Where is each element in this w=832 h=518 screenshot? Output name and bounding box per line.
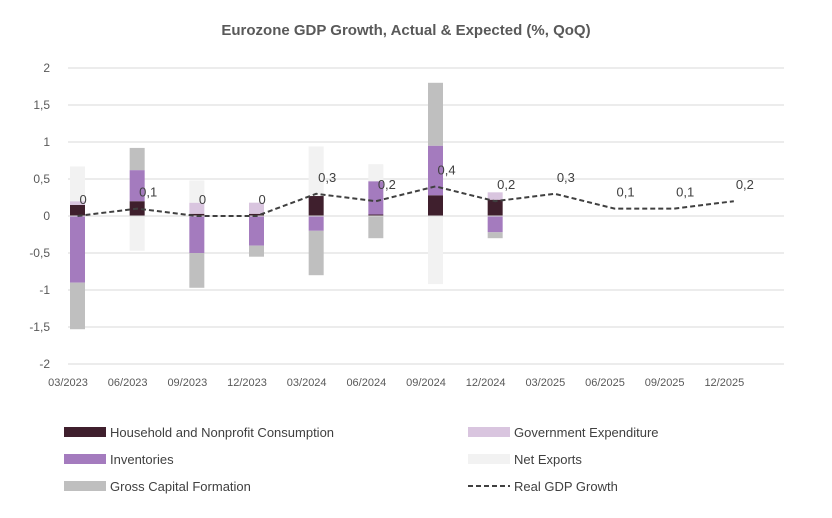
x-axis-ticks: 03/2023 06/2023 09/2023 12/2023 03/2024 06/20…: [48, 377, 744, 389]
y-tick-label: 1,5: [33, 98, 50, 112]
bars: [70, 82, 503, 330]
legend-swatch: [468, 454, 510, 464]
data-label: 0,1: [676, 185, 694, 200]
bar-segment: [308, 216, 324, 231]
x-tick-label: 09/2024: [406, 377, 446, 389]
bar-segment: [368, 214, 384, 216]
bar-segment: [487, 216, 503, 233]
x-tick-label: 06/2025: [585, 377, 625, 389]
bar-segment: [368, 181, 384, 215]
bar-segment: [428, 195, 443, 216]
data-labels: 0 0,1 0 0 0,3 0,2 0,4 0,2 0,3 0,1 0,1 0,2: [80, 162, 754, 207]
bar-segment: [129, 147, 145, 171]
bar-segment: [189, 180, 205, 203]
legend-label: Gross Capital Formation: [110, 479, 251, 494]
gdp-growth-line: [77, 185, 734, 217]
bar-segment: [368, 164, 384, 182]
bar-segment: [487, 232, 503, 239]
y-tick-label: 2: [43, 61, 50, 75]
bar-segment: [308, 146, 324, 197]
data-label: 0: [80, 192, 87, 207]
x-tick-label: 12/2025: [704, 377, 744, 389]
x-tick-label: 12/2023: [227, 377, 267, 389]
bar-segment: [487, 199, 503, 216]
bar-segment: [249, 213, 264, 216]
legend-label: Inventories: [110, 452, 174, 467]
chart-title: Eurozone GDP Growth, Actual & Expected (…: [221, 22, 591, 39]
data-label: 0,3: [318, 170, 336, 185]
bar-segment: [249, 245, 264, 257]
bar-segment: [308, 196, 324, 216]
data-label: 0,2: [736, 177, 754, 192]
y-tick-label: -0,5: [29, 246, 50, 260]
bar-segment: [308, 230, 324, 276]
x-tick-label: 09/2023: [167, 377, 207, 389]
legend-label: Real GDP Growth: [514, 479, 618, 494]
data-label: 0,2: [378, 177, 396, 192]
bar-segment: [249, 216, 264, 246]
y-tick-label: -2: [39, 357, 50, 371]
bar-segment: [249, 202, 264, 214]
bar-segment: [189, 202, 205, 214]
data-label: 0,4: [438, 162, 456, 177]
bar-segment: [487, 192, 503, 200]
data-label: 0,3: [557, 170, 575, 185]
x-tick-label: 03/2025: [525, 377, 565, 389]
bar-segment: [70, 201, 85, 205]
bar-segment: [428, 145, 443, 196]
bar-segment: [189, 216, 205, 253]
legend-swatch: [64, 481, 106, 491]
bar-segment: [129, 170, 145, 202]
bar-segment: [368, 216, 384, 239]
legend-swatch: [468, 427, 510, 437]
x-tick-label: 03/2023: [48, 377, 88, 389]
y-axis-ticks: 2 1,5 1 0,5 0 -0,5 -1 -1,5 -2: [29, 61, 50, 371]
legend-label: Government Expenditure: [514, 425, 659, 440]
bar-segment: [129, 216, 145, 251]
data-label: 0,1: [139, 185, 157, 200]
bar-segment: [189, 253, 205, 288]
data-label: 0: [199, 192, 206, 207]
bar-segment: [428, 82, 443, 146]
gridlines: [68, 67, 784, 365]
y-tick-label: -1: [39, 283, 50, 297]
data-label: 0: [259, 192, 266, 207]
data-label: 0,1: [617, 185, 635, 200]
y-tick-label: -1,5: [29, 320, 50, 334]
bar-segment: [70, 282, 85, 330]
y-tick-label: 0: [43, 209, 50, 223]
x-tick-label: 06/2023: [108, 377, 148, 389]
bar-segment: [189, 213, 205, 216]
legend-label: Net Exports: [514, 452, 582, 467]
legend-swatch: [64, 427, 106, 437]
y-tick-label: 1: [43, 135, 50, 149]
bar-segment: [428, 216, 443, 285]
x-tick-label: 09/2025: [645, 377, 685, 389]
bar-segment: [70, 204, 85, 216]
legend-swatch: [64, 454, 106, 464]
data-label: 0,2: [497, 177, 515, 192]
x-tick-label: 03/2024: [287, 377, 327, 389]
x-tick-label: 06/2024: [346, 377, 386, 389]
bar-segment: [70, 216, 85, 283]
gdp-line: [77, 185, 734, 217]
y-tick-label: 0,5: [33, 172, 50, 186]
legend: Household and Nonprofit Consumption Gover…: [64, 425, 659, 494]
x-tick-label: 12/2024: [466, 377, 506, 389]
legend-label: Household and Nonprofit Consumption: [110, 425, 334, 440]
bar-segment: [70, 166, 85, 202]
